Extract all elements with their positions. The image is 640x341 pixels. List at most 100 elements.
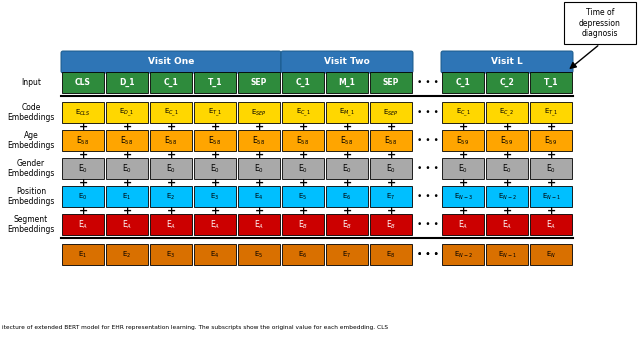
Text: +: +	[502, 206, 511, 216]
Bar	[106, 244, 148, 265]
Text: E$_A$: E$_A$	[78, 218, 88, 231]
Bar	[238, 102, 280, 123]
Text: • • •: • • •	[417, 220, 439, 229]
Bar	[370, 102, 412, 123]
Text: E$_B$: E$_B$	[298, 218, 308, 231]
Text: E$_{N-2}$: E$_{N-2}$	[454, 249, 472, 260]
Text: +: +	[342, 121, 351, 132]
Text: E$_8$: E$_8$	[387, 249, 396, 260]
Text: T_1: T_1	[208, 78, 222, 87]
Text: +: +	[547, 206, 556, 216]
Bar	[238, 186, 280, 207]
Text: +: +	[211, 121, 220, 132]
Text: +: +	[502, 121, 511, 132]
Text: +: +	[78, 121, 88, 132]
Text: E$_A$: E$_A$	[254, 218, 264, 231]
Text: E$_B$: E$_B$	[342, 218, 352, 231]
Text: Time of
depression
diagnosis: Time of depression diagnosis	[579, 8, 621, 38]
Text: E$_{58}$: E$_{58}$	[209, 134, 221, 147]
Text: +: +	[458, 149, 468, 160]
Text: SEP: SEP	[383, 78, 399, 87]
Text: Input: Input	[21, 78, 41, 87]
Bar	[194, 214, 236, 235]
Text: SEP: SEP	[251, 78, 267, 87]
Bar	[530, 186, 572, 207]
Text: +: +	[254, 121, 264, 132]
Bar	[530, 214, 572, 235]
FancyBboxPatch shape	[441, 51, 573, 73]
Bar	[282, 72, 324, 93]
Text: E$_0$: E$_0$	[298, 162, 308, 175]
Bar	[238, 214, 280, 235]
Bar	[150, 244, 192, 265]
Bar	[194, 186, 236, 207]
Text: E$_A$: E$_A$	[546, 218, 556, 231]
Text: +: +	[387, 206, 396, 216]
Text: +: +	[166, 149, 175, 160]
Text: +: +	[502, 178, 511, 188]
Bar	[150, 158, 192, 179]
Text: +: +	[298, 149, 308, 160]
Text: E$_{59}$: E$_{59}$	[545, 134, 557, 147]
Text: +: +	[342, 178, 351, 188]
Bar	[442, 102, 484, 123]
Bar	[326, 72, 368, 93]
Bar	[282, 130, 324, 151]
Text: +: +	[254, 149, 264, 160]
Bar	[370, 130, 412, 151]
Text: +: +	[502, 149, 511, 160]
Bar	[194, 244, 236, 265]
Bar	[326, 130, 368, 151]
Text: E$_0$: E$_0$	[386, 162, 396, 175]
Text: +: +	[298, 206, 308, 216]
Bar	[370, 158, 412, 179]
Text: +: +	[458, 178, 468, 188]
Bar	[282, 244, 324, 265]
Text: +: +	[78, 206, 88, 216]
Text: E$_0$: E$_0$	[254, 162, 264, 175]
Bar	[106, 158, 148, 179]
Bar	[486, 186, 528, 207]
Text: Age
Embeddings: Age Embeddings	[7, 131, 54, 150]
Text: E$_{58}$: E$_{58}$	[340, 134, 354, 147]
Bar	[62, 244, 104, 265]
Bar	[194, 72, 236, 93]
Text: +: +	[78, 178, 88, 188]
Text: Visit Two: Visit Two	[324, 58, 370, 66]
Bar	[326, 102, 368, 123]
Bar	[62, 130, 104, 151]
Text: +: +	[342, 206, 351, 216]
Bar	[486, 244, 528, 265]
Text: E$_{58}$: E$_{58}$	[385, 134, 397, 147]
Text: E$_0$: E$_0$	[210, 162, 220, 175]
Text: E$_0$: E$_0$	[122, 162, 132, 175]
Text: +: +	[547, 149, 556, 160]
Bar	[106, 130, 148, 151]
Text: +: +	[387, 149, 396, 160]
Text: E$_6$: E$_6$	[298, 249, 308, 260]
Text: +: +	[298, 178, 308, 188]
Bar	[282, 158, 324, 179]
Bar	[238, 244, 280, 265]
Text: E$_0$: E$_0$	[546, 162, 556, 175]
Bar	[62, 158, 104, 179]
Text: +: +	[122, 206, 132, 216]
Text: E$_A$: E$_A$	[210, 218, 220, 231]
Bar	[370, 244, 412, 265]
Text: Gender
Embeddings: Gender Embeddings	[7, 159, 54, 178]
Bar	[530, 102, 572, 123]
Bar	[486, 130, 528, 151]
Text: +: +	[166, 178, 175, 188]
Bar	[106, 186, 148, 207]
Bar	[150, 130, 192, 151]
Bar	[62, 186, 104, 207]
Text: +: +	[166, 206, 175, 216]
Text: +: +	[78, 149, 88, 160]
Text: E$_{58}$: E$_{58}$	[296, 134, 310, 147]
Bar	[150, 72, 192, 93]
Text: +: +	[254, 178, 264, 188]
Text: • • •: • • •	[417, 164, 439, 173]
Bar	[530, 244, 572, 265]
Text: E$_{58}$: E$_{58}$	[252, 134, 266, 147]
Text: +: +	[166, 121, 175, 132]
